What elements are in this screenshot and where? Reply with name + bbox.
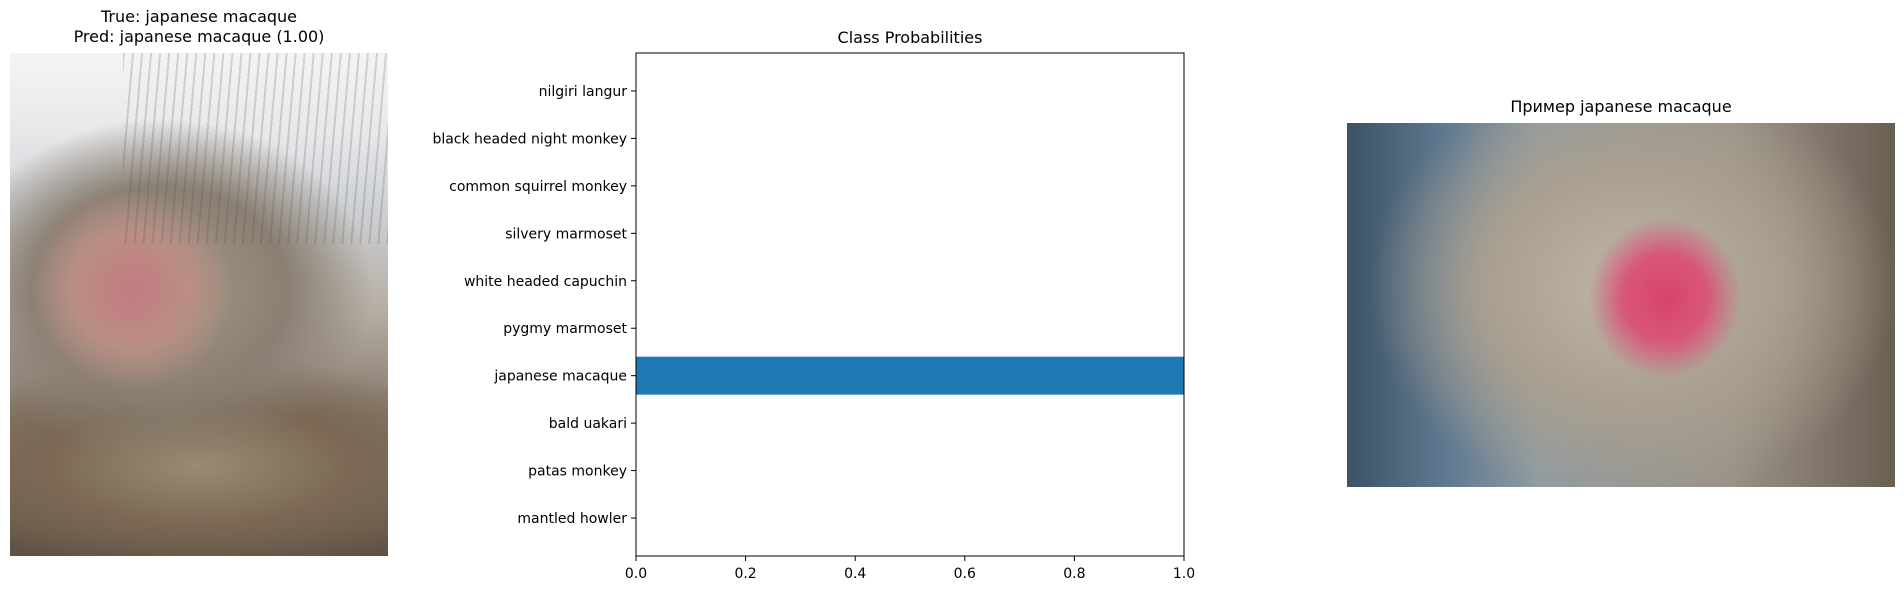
bar [636, 356, 1184, 395]
y-tick-label: common squirrel monkey [449, 179, 627, 195]
x-tick-label: 0.6 [954, 566, 976, 582]
y-tick-label: silvery marmoset [505, 226, 627, 242]
x-tick-label: 0.2 [734, 566, 756, 582]
x-tick-label: 0.0 [625, 566, 647, 582]
plot-frame [635, 52, 1185, 557]
y-tick-label: bald uakari [549, 416, 627, 432]
y-tick-label: patas monkey [528, 464, 627, 480]
x-tick-label: 0.8 [1063, 566, 1085, 582]
true-label: True: japanese macaque [100, 7, 298, 26]
pred-label: Pred: japanese macaque (1.00) [73, 27, 325, 46]
chart-title: Class Probabilities [837, 28, 983, 47]
y-tick-label: japanese macaque [493, 369, 627, 385]
y-tick-label: white headed capuchin [464, 274, 627, 290]
macaque-photo-sleeping [10, 53, 388, 556]
example-image-title: Пример japanese macaque [1510, 97, 1732, 116]
y-tick-label: nilgiri langur [539, 84, 628, 100]
snowy-trees-texture [123, 53, 388, 245]
y-tick-label: mantled howler [517, 511, 627, 527]
macaque-photo-portrait [1347, 123, 1895, 487]
y-tick-label: black headed night monkey [432, 131, 627, 147]
y-tick-label: pygmy marmoset [503, 321, 627, 337]
left-image-title: True: japanese macaque Pred: japanese ma… [10, 7, 388, 47]
x-tick-label: 1.0 [1173, 566, 1195, 582]
x-tick-label: 0.4 [844, 566, 866, 582]
